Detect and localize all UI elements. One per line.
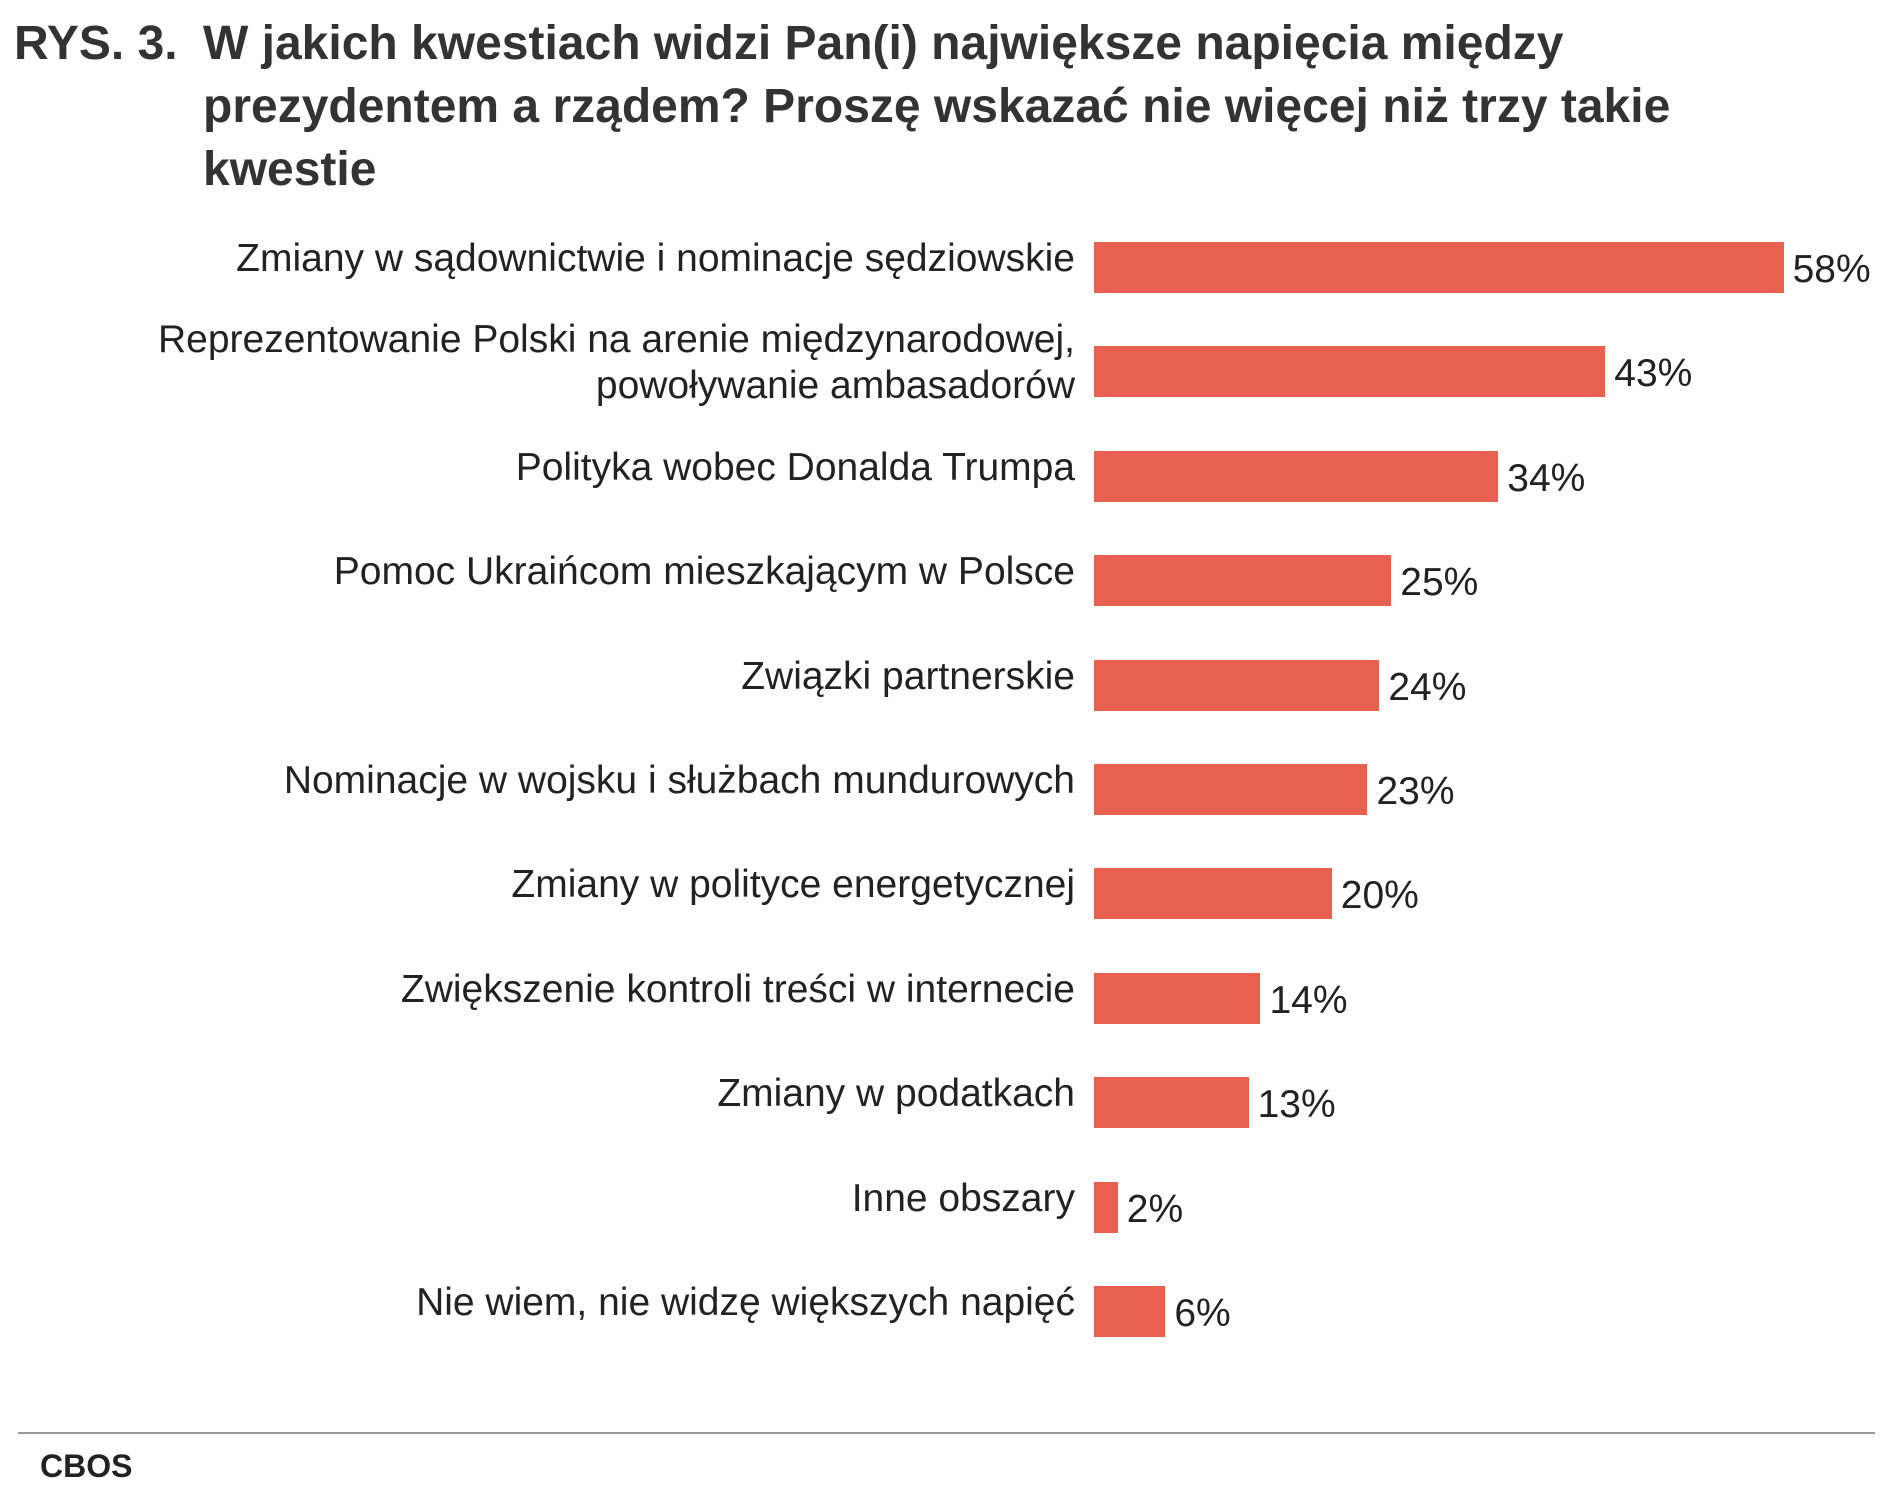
- figure-label: RYS. 3.: [14, 17, 178, 70]
- value-label: 13%: [1257, 1083, 1336, 1127]
- category-label: Nie wiem, nie widzę większych napięć: [416, 1281, 1075, 1324]
- category-label: Związki partnerskie: [741, 654, 1075, 698]
- value-label: 6%: [1174, 1292, 1231, 1335]
- bar: [1094, 346, 1606, 398]
- value-label: 25%: [1400, 561, 1479, 605]
- value-label: 43%: [1614, 352, 1693, 396]
- bar: [1094, 868, 1332, 920]
- bar: [1094, 1181, 1118, 1233]
- category-label: Reprezentowanie Polski na arenie międzyn…: [157, 318, 1075, 408]
- category-label: Polityka wobec Donalda Trumpa: [515, 445, 1075, 489]
- value-label: 34%: [1507, 456, 1586, 500]
- value-label: 2%: [1126, 1187, 1184, 1231]
- bar: [1094, 659, 1380, 711]
- category-label: Inne obszary: [851, 1176, 1075, 1220]
- bar: [1094, 1286, 1166, 1337]
- chart-title: W jakich kwestiach widzi Pan(i) najwięks…: [203, 17, 1671, 196]
- category-label: Zwiększenie kontroli treści w internecie: [400, 967, 1075, 1011]
- bar: [1094, 555, 1392, 607]
- category-label: Zmiany w sądownictwie i nominacje sędzio…: [236, 237, 1075, 280]
- bar: [1094, 242, 1784, 293]
- category-label: Pomoc Ukraińcom mieszkającym w Polsce: [333, 550, 1075, 594]
- value-label: 20%: [1340, 874, 1419, 918]
- value-label: 24%: [1388, 665, 1467, 709]
- bar: [1094, 972, 1261, 1024]
- footer-rule: [18, 1432, 1875, 1434]
- category-label: Zmiany w podatkach: [717, 1072, 1075, 1116]
- value-label: 23%: [1376, 770, 1455, 813]
- value-label: 14%: [1269, 978, 1348, 1022]
- category-label: Zmiany w polityce energetycznej: [511, 863, 1075, 907]
- category-label: Nominacje w wojsku i służbach mundurowyc…: [283, 759, 1075, 802]
- source: CBOS: [40, 1448, 133, 1484]
- bar: [1094, 1077, 1249, 1129]
- value-label: 58%: [1792, 248, 1871, 291]
- bar: [1094, 450, 1499, 502]
- bar: [1094, 764, 1368, 815]
